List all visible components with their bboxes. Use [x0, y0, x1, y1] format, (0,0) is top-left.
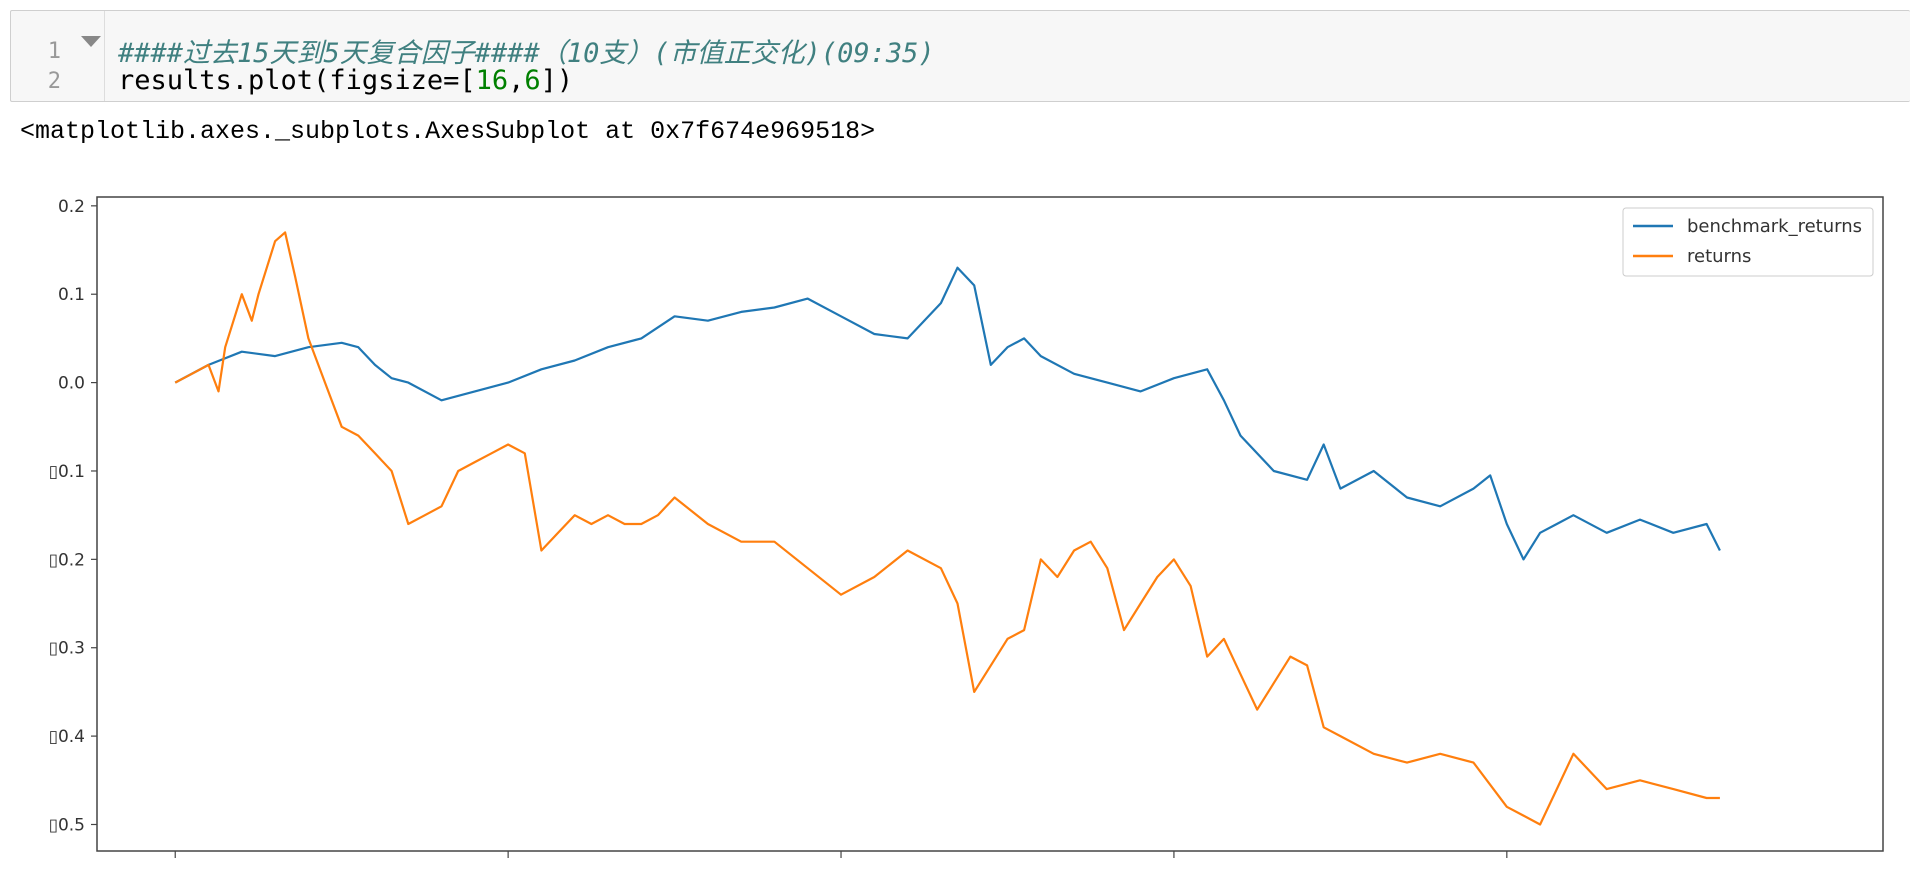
- legend-box: [1622, 207, 1874, 277]
- code-number: 16: [475, 65, 509, 96]
- code-comment-line[interactable]: ####过去15天到5天复合因子####（10支）(市值正交化)(09:35): [118, 38, 935, 69]
- x-axis: [174, 851, 1508, 858]
- y-tick-label: ▯0.3: [49, 639, 85, 659]
- code-cell-input[interactable]: 1 2 ####过去15天到5天复合因子####（10支）(市值正交化)(09:…: [10, 10, 1910, 102]
- y-tick-label: ▯0.1: [49, 462, 85, 482]
- code-number: 6: [524, 65, 541, 96]
- y-tick-label: ▯0.5: [49, 815, 85, 835]
- y-tick-label: ▯0.2: [49, 550, 85, 570]
- y-tick-label: ▯0.4: [49, 727, 85, 747]
- series-line-benchmark-returns: [174, 266, 1721, 561]
- legend-label-returns: returns: [1687, 246, 1751, 267]
- plot-frame: [96, 196, 1884, 852]
- output-repr: <matplotlib.axes._subplots.AxesSubplot a…: [20, 117, 876, 146]
- y-tick-label: 0.2: [58, 197, 85, 217]
- y-tick-label: 0.0: [58, 374, 85, 394]
- y-axis: 0.2 0.1 0.0 ▯0.1 ▯0.2 ▯0.3 ▯0.4 ▯0.5: [49, 197, 97, 835]
- code-text: ,: [508, 65, 525, 96]
- legend: benchmark_returns returns: [1622, 207, 1874, 277]
- line-chart: 0.2 0.1 0.0 ▯0.1 ▯0.2 ▯0.3 ▯0.4 ▯0.5 benchmark_…: [49, 196, 1884, 858]
- series-line-returns: [174, 231, 1720, 826]
- fold-arrow-icon[interactable]: [81, 36, 101, 47]
- code-text: results.plot(figsize=[: [118, 65, 476, 96]
- y-tick-label: 0.1: [58, 285, 85, 305]
- line-number: 2: [47, 69, 61, 94]
- line-number: 1: [47, 39, 61, 64]
- code-text: ]): [540, 65, 574, 96]
- series-lines: [174, 231, 1721, 826]
- legend-label-benchmark: benchmark_returns: [1687, 216, 1862, 237]
- code-plot-line[interactable]: results.plot(figsize=[16,6]): [118, 65, 573, 96]
- line-number-gutter: 1 2: [11, 11, 105, 101]
